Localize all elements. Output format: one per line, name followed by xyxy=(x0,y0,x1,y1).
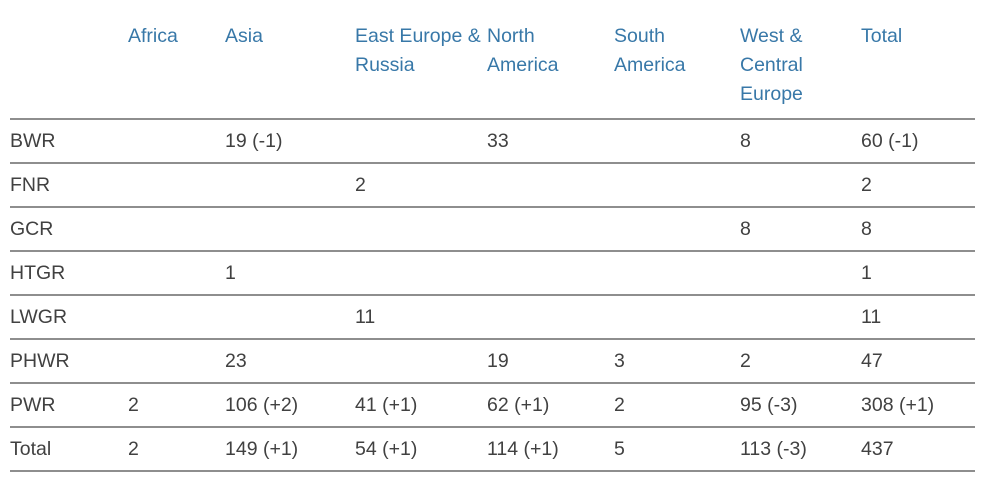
cell xyxy=(128,251,225,296)
cell: 41 (+1) xyxy=(355,383,487,428)
cell: 2 xyxy=(740,339,861,384)
table-row-gcr: GCR 8 8 xyxy=(10,207,975,252)
table-row-fnr: FNR 2 2 xyxy=(10,163,975,208)
cell xyxy=(614,163,740,208)
cell xyxy=(128,119,225,164)
column-header-blank xyxy=(10,20,128,120)
cell: 54 (+1) xyxy=(355,427,487,472)
cell: 11 xyxy=(355,295,487,340)
column-header-north-america: North America xyxy=(487,20,614,120)
table-row-lwgr: LWGR 11 11 xyxy=(10,295,975,340)
cell xyxy=(355,339,487,384)
row-label: FNR xyxy=(10,163,128,208)
cell: 33 xyxy=(487,119,614,164)
cell: 1 xyxy=(861,251,975,296)
column-header-asia: Asia xyxy=(225,20,355,120)
cell xyxy=(128,295,225,340)
row-label: PWR xyxy=(10,383,128,428)
cell xyxy=(355,251,487,296)
cell xyxy=(740,163,861,208)
cell xyxy=(487,251,614,296)
cell xyxy=(487,295,614,340)
cell: 2 xyxy=(861,163,975,208)
cell xyxy=(355,119,487,164)
cell: 2 xyxy=(128,383,225,428)
cell: 8 xyxy=(740,119,861,164)
cell: 11 xyxy=(861,295,975,340)
cell xyxy=(614,295,740,340)
column-header-africa: Africa xyxy=(128,20,225,120)
cell xyxy=(128,207,225,252)
cell: 437 xyxy=(861,427,975,472)
table-row-pwr: PWR 2 106 (+2) 41 (+1) 62 (+1) 2 95 (-3)… xyxy=(10,383,975,428)
row-label: LWGR xyxy=(10,295,128,340)
cell: 8 xyxy=(861,207,975,252)
cell: 308 (+1) xyxy=(861,383,975,428)
cell: 114 (+1) xyxy=(487,427,614,472)
cell: 113 (-3) xyxy=(740,427,861,472)
cell: 3 xyxy=(614,339,740,384)
column-header-east-europe-russia: East Europe & Russia xyxy=(355,20,487,120)
cell: 62 (+1) xyxy=(487,383,614,428)
cell xyxy=(614,207,740,252)
cell: 5 xyxy=(614,427,740,472)
column-header-south-america: South America xyxy=(614,20,740,120)
cell xyxy=(740,251,861,296)
cell xyxy=(355,207,487,252)
cell: 19 (-1) xyxy=(225,119,355,164)
reactor-types-by-region-table: Africa Asia East Europe & Russia North A… xyxy=(10,20,975,472)
cell xyxy=(225,295,355,340)
row-label: BWR xyxy=(10,119,128,164)
cell xyxy=(225,163,355,208)
cell: 2 xyxy=(128,427,225,472)
cell xyxy=(128,339,225,384)
cell: 95 (-3) xyxy=(740,383,861,428)
cell: 19 xyxy=(487,339,614,384)
cell: 1 xyxy=(225,251,355,296)
cell xyxy=(487,207,614,252)
cell: 149 (+1) xyxy=(225,427,355,472)
cell xyxy=(740,295,861,340)
cell: 2 xyxy=(614,383,740,428)
cell: 106 (+2) xyxy=(225,383,355,428)
row-label: GCR xyxy=(10,207,128,252)
column-header-west-central-europe: West & Central Europe xyxy=(740,20,861,120)
cell: 2 xyxy=(355,163,487,208)
cell: 23 xyxy=(225,339,355,384)
cell xyxy=(128,163,225,208)
table-row-htgr: HTGR 1 1 xyxy=(10,251,975,296)
table-row-phwr: PHWR 23 19 3 2 47 xyxy=(10,339,975,384)
header-row: Africa Asia East Europe & Russia North A… xyxy=(10,20,975,120)
table-row-total: Total 2 149 (+1) 54 (+1) 114 (+1) 5 113 … xyxy=(10,427,975,472)
row-label: Total xyxy=(10,427,128,472)
row-label: PHWR xyxy=(10,339,128,384)
row-label: HTGR xyxy=(10,251,128,296)
table-row-bwr: BWR 19 (-1) 33 8 60 (-1) xyxy=(10,119,975,164)
cell xyxy=(614,251,740,296)
cell: 8 xyxy=(740,207,861,252)
cell: 47 xyxy=(861,339,975,384)
cell xyxy=(225,207,355,252)
cell xyxy=(487,163,614,208)
cell xyxy=(614,119,740,164)
cell: 60 (-1) xyxy=(861,119,975,164)
column-header-total: Total xyxy=(861,20,975,120)
